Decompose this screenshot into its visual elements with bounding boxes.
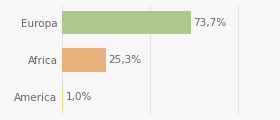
Text: 25,3%: 25,3% — [108, 55, 141, 65]
Bar — [62, 11, 191, 34]
Text: 1,0%: 1,0% — [66, 93, 92, 102]
Text: 73,7%: 73,7% — [193, 18, 227, 27]
Bar — [62, 86, 63, 109]
Bar — [62, 48, 106, 72]
